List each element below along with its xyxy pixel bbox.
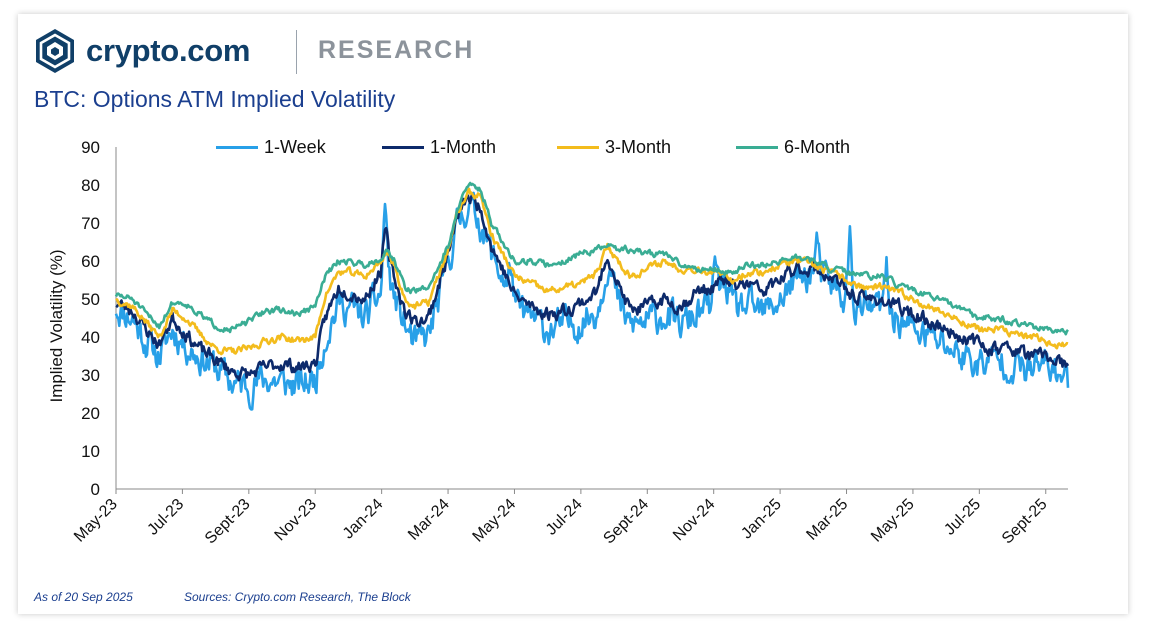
x-tick-label: May-25 [868, 496, 918, 546]
legend-label-3-month: 3-Month [605, 137, 672, 157]
series-line-1-week [114, 191, 1070, 411]
y-tick-label: 70 [81, 214, 100, 233]
legend-swatch-1-month [382, 146, 424, 149]
x-tick-label: Mar-24 [405, 496, 453, 544]
chart-legend: 1-Week 1-Month 3-Month 6-Month [0, 137, 1152, 161]
series-line-1-month [115, 193, 1070, 382]
x-tick-label: Nov-23 [272, 496, 321, 545]
y-tick-label: 30 [81, 366, 100, 385]
x-tick-label: Jan-25 [738, 496, 785, 543]
legend-item-3-month: 3-Month [557, 137, 671, 158]
footer-as-of: As of 20 Sep 2025 [34, 590, 133, 604]
x-tick-label: Mar-25 [803, 496, 851, 544]
x-tick-label: Jul-24 [543, 496, 586, 539]
x-tick-label: Nov-24 [670, 496, 719, 545]
y-tick-label: 40 [81, 328, 100, 347]
x-tick-label: Sept-25 [999, 496, 1051, 548]
x-tick-label: Jan-24 [340, 496, 387, 543]
legend-item-1-month: 1-Month [382, 137, 496, 158]
y-tick-label: 80 [81, 176, 100, 195]
legend-label-1-month: 1-Month [430, 137, 497, 157]
brand-section-label: RESEARCH [318, 36, 475, 64]
x-tick-label: Sept-23 [202, 496, 254, 548]
legend-label-6-month: 6-Month [784, 137, 851, 157]
y-tick-label: 50 [81, 290, 100, 309]
brand-divider [296, 30, 297, 74]
series-line-6-month [114, 181, 1069, 336]
y-tick-label: 60 [81, 252, 100, 271]
x-tick-label: May-24 [470, 496, 520, 546]
y-tick-label: 10 [81, 442, 100, 461]
legend-swatch-1-week [216, 146, 258, 149]
legend-swatch-3-month [557, 146, 599, 149]
y-tick-label: 20 [81, 404, 100, 423]
legend-swatch-6-month [736, 146, 778, 149]
chart-title: BTC: Options ATM Implied Volatility [34, 86, 396, 112]
brand-name: crypto.com [86, 33, 251, 68]
x-tick-label: Sept-24 [600, 496, 652, 548]
legend-label-1-week: 1-Week [264, 137, 326, 157]
y-tick-label: 90 [81, 138, 100, 157]
legend-item-6-month: 6-Month [736, 137, 850, 158]
legend-item-1-week: 1-Week [216, 137, 326, 158]
series-line-3-month [115, 187, 1069, 356]
brand-header: crypto.com [34, 28, 250, 74]
footer-sources: Sources: Crypto.com Research, The Block [184, 590, 411, 604]
crypto-com-logo-icon [36, 29, 74, 73]
x-tick-label: May-23 [71, 496, 121, 546]
x-tick-label: Jul-25 [941, 496, 984, 539]
y-tick-label: 0 [91, 480, 100, 499]
y-axis-title: Implied Volatility (%) [47, 249, 66, 402]
x-tick-label: Jul-23 [144, 496, 187, 539]
